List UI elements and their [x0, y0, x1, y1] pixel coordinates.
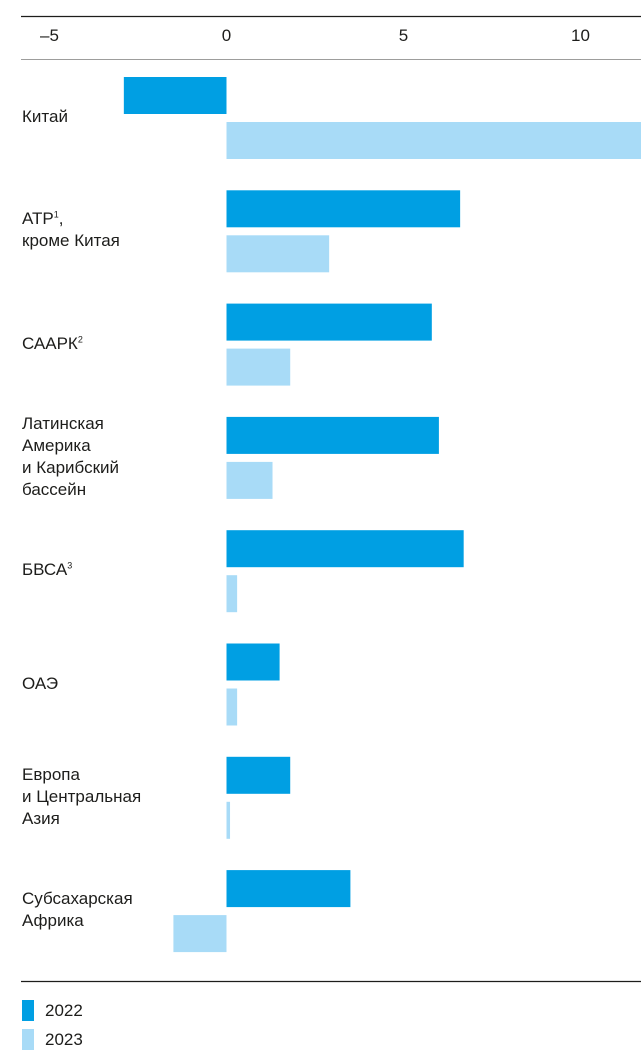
footnote-mark: 3 [67, 561, 72, 571]
bar-2022-0 [124, 77, 227, 114]
footnote-mark: 1 [54, 210, 59, 220]
category-label: Китай [22, 106, 68, 128]
category-label: Латинская Америка и Карибский бассейн [22, 413, 119, 501]
legend-label: 2022 [45, 1001, 83, 1021]
bar-2023-2 [227, 349, 291, 386]
bar-2023-6 [227, 802, 231, 839]
x-tick-label: 0 [222, 26, 231, 45]
x-tick-label: 5 [399, 26, 408, 45]
bar-2023-4 [227, 575, 238, 612]
legend-item: 2022 [22, 1000, 83, 1021]
bar-2022-4 [227, 530, 464, 567]
bar-2023-7 [173, 915, 226, 952]
bar-2023-0 [227, 122, 641, 159]
category-label: Субсахарская Африка [22, 888, 133, 932]
bar-2023-3 [227, 462, 273, 499]
legend-swatch [22, 1000, 34, 1021]
category-label: ОАЭ [22, 673, 58, 695]
bar-2023-5 [227, 689, 238, 726]
bar-2023-1 [227, 235, 330, 272]
x-tick-label: –5 [40, 26, 59, 45]
bar-2022-3 [227, 417, 439, 454]
category-label: БВСА3 [22, 559, 72, 581]
footnote-mark: 2 [78, 334, 83, 344]
bar-2022-7 [227, 870, 351, 907]
bar-2022-5 [227, 644, 280, 681]
category-label: АТР1, кроме Китая [22, 208, 120, 252]
bar-2022-1 [227, 190, 461, 227]
bar-2022-2 [227, 304, 432, 341]
bar-2022-6 [227, 757, 291, 794]
category-label: Европа и Центральная Азия [22, 764, 141, 830]
x-tick-label: 10 [571, 26, 590, 45]
category-label: СААРК2 [22, 333, 83, 355]
